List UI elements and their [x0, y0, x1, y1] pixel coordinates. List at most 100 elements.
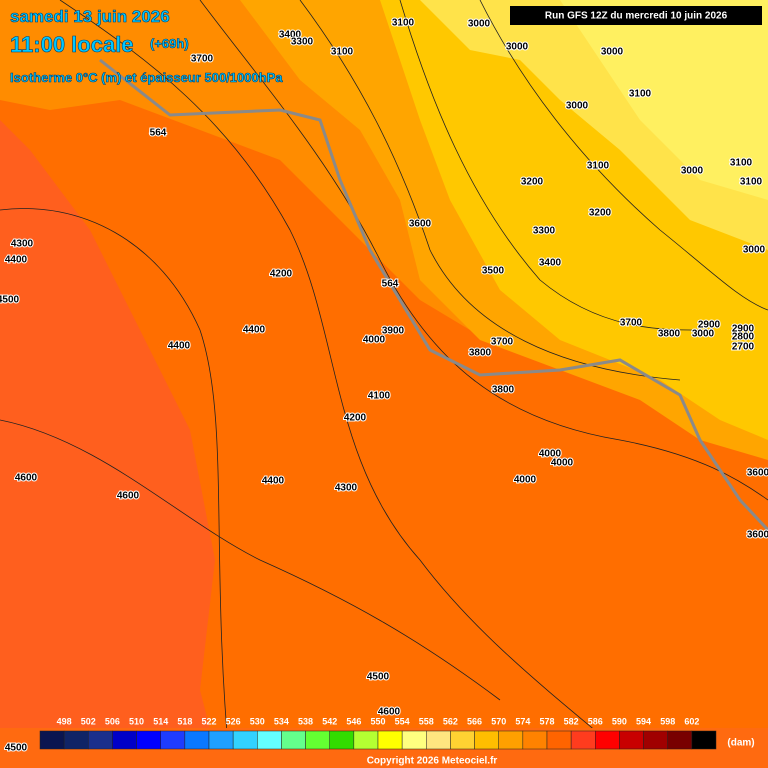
- legend-swatch: [546, 730, 572, 750]
- legend-label: 554: [395, 716, 410, 726]
- contour-label: 4100: [368, 391, 391, 402]
- legend-label: 598: [660, 716, 675, 726]
- contour-label: 4200: [270, 269, 293, 280]
- legend-label: 498: [57, 716, 72, 726]
- contour-label: 3000: [681, 166, 704, 177]
- contour-label: 3600: [409, 219, 432, 230]
- contour-label: 4500: [0, 295, 20, 306]
- contour: [399, 0, 701, 331]
- legend-swatch: [329, 730, 355, 750]
- legend-label: 562: [443, 716, 458, 726]
- legend-label: 538: [298, 716, 313, 726]
- legend-label: 546: [346, 716, 361, 726]
- contour-label: 3100: [730, 158, 753, 169]
- contour-label: 3600: [747, 468, 768, 479]
- date: samedi 13 juin 2026: [10, 7, 170, 26]
- legend-swatch: [257, 730, 282, 750]
- contour-label: 4400: [5, 255, 28, 266]
- legend-swatch: [595, 730, 620, 750]
- legend-swatch: [160, 730, 186, 750]
- legend-swatch: [474, 730, 499, 750]
- contour-label: 3700: [191, 54, 214, 65]
- contour-label: 3000: [506, 42, 529, 53]
- contour-label: 3300: [533, 226, 556, 237]
- contour-label: 3100: [392, 18, 415, 29]
- legend-label: 590: [612, 716, 627, 726]
- contour-label: 3100: [629, 89, 652, 100]
- contour-label: 4600: [378, 707, 401, 718]
- legend-label: 514: [153, 716, 168, 726]
- legend-swatch: [643, 730, 668, 750]
- contour-label: 4000: [551, 458, 574, 469]
- contour: [59, 0, 641, 768]
- legend-label: 502: [81, 716, 96, 726]
- contour-label: 4200: [344, 413, 367, 424]
- contour: [299, 0, 681, 381]
- contour-label: 3700: [620, 318, 643, 329]
- subtitle: Isotherme 0°C (m) et épaisseur 500/1000h…: [10, 70, 283, 85]
- legend-label: 578: [539, 716, 554, 726]
- legend-label: 550: [370, 716, 385, 726]
- legend-swatch: [208, 730, 234, 750]
- legend-swatch: [88, 730, 113, 750]
- contour-label: 3800: [658, 329, 681, 340]
- legend-swatch: [305, 730, 330, 750]
- contour-label: 3700: [491, 337, 514, 348]
- contour-label: 4000: [363, 335, 386, 346]
- legend-label: 510: [129, 716, 144, 726]
- contour-label: 3000: [692, 329, 715, 340]
- legend-swatch: [619, 730, 644, 750]
- legend-swatch: [667, 730, 693, 750]
- contour-label: 3100: [331, 47, 354, 58]
- contour-label: 3000: [566, 101, 589, 112]
- contour-label: 3200: [589, 208, 612, 219]
- legend-swatch: [353, 730, 379, 750]
- time: 11:00 locale: [10, 32, 134, 57]
- contour-label: 3900: [382, 326, 405, 337]
- contour-label: 4300: [11, 239, 34, 250]
- contour-label: 3300: [291, 37, 314, 48]
- contour-label: 3600: [747, 530, 768, 541]
- contour-label: 3800: [469, 348, 492, 359]
- legend-swatch: [232, 730, 258, 750]
- contour: [479, 0, 768, 311]
- contour-label: 3400: [539, 258, 562, 269]
- contour-label: 564: [382, 279, 399, 290]
- legend-swatch: [63, 730, 89, 750]
- contour-label: 4600: [15, 473, 38, 484]
- legend-label: 594: [636, 716, 651, 726]
- legend-swatch: [281, 730, 306, 750]
- contour: [0, 208, 231, 768]
- legend-swatch: [450, 730, 475, 750]
- contour-label: 4400: [262, 476, 285, 487]
- legend-label: 506: [105, 716, 120, 726]
- contour-label: 3400: [279, 30, 302, 41]
- legend-swatch: [570, 730, 596, 750]
- legend-label: 574: [515, 716, 530, 726]
- contour-label: 3000: [743, 245, 766, 256]
- contour-label: 4500: [367, 672, 390, 683]
- legend-unit: (dam): [727, 738, 754, 749]
- contour-label: 4000: [514, 475, 537, 486]
- legend-label: 582: [564, 716, 579, 726]
- contour-label: 2800: [732, 332, 755, 343]
- legend-label: 558: [419, 716, 434, 726]
- zone-palest: [560, 0, 768, 200]
- run-box: [510, 6, 762, 25]
- legend-swatch: [184, 730, 210, 750]
- legend-label: 542: [322, 716, 337, 726]
- legend-swatch: [377, 730, 403, 750]
- contour-label: 4400: [168, 341, 191, 352]
- contour-label: 3200: [521, 177, 544, 188]
- contour-label: 2900: [732, 324, 755, 335]
- contour-label: 3100: [587, 161, 610, 172]
- contour: [0, 419, 501, 701]
- legend-label: 530: [250, 716, 265, 726]
- line-564: [99, 58, 768, 532]
- legend-swatch: [498, 730, 524, 750]
- legend-label: 602: [684, 716, 699, 726]
- legend-label: 534: [274, 716, 289, 726]
- copyright: Copyright 2026 Meteociel.fr: [367, 756, 498, 767]
- legend-swatch: [522, 730, 548, 750]
